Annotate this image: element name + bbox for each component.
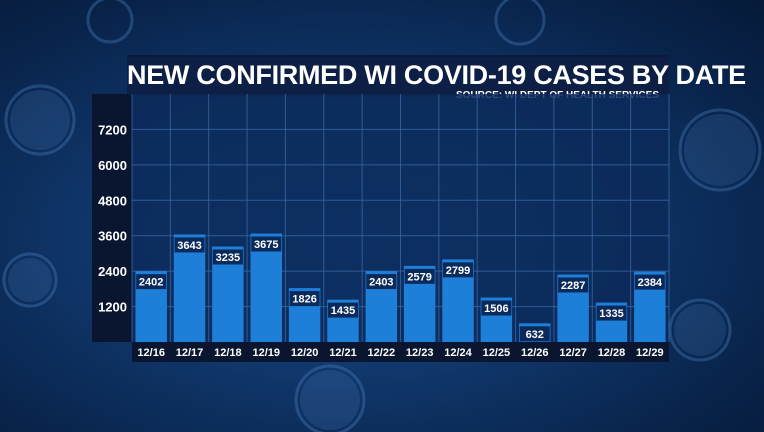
x-tick-label: 12/16 (137, 347, 165, 359)
grid-lines (131, 94, 670, 342)
x-tick-label: 12/28 (598, 347, 626, 359)
x-tick-label: 12/25 (483, 347, 511, 359)
data-label: 2402 (139, 277, 163, 289)
data-label: 1826 (292, 294, 316, 306)
y-tick-label: 3600 (98, 229, 127, 244)
x-tick-label: 12/20 (291, 347, 319, 359)
chart-title: NEW CONFIRMED WI COVID-19 CASES BY DATE (127, 60, 746, 90)
x-tick-label: 12/23 (406, 347, 434, 359)
data-label: 2287 (561, 280, 585, 292)
data-label-box (174, 237, 205, 253)
x-tick-label: 12/27 (559, 347, 587, 359)
y-tick-label: 4800 (98, 193, 127, 208)
data-label-box (519, 326, 550, 342)
data-label-box (596, 305, 627, 321)
x-tick-label: 12/18 (214, 347, 242, 359)
bars: 2402 3643 3235 3675 1826 1435 2403 2579 2799 1506… (135, 233, 666, 342)
data-label-box (136, 274, 167, 290)
data-label-box (251, 236, 282, 252)
data-label: 3643 (177, 240, 201, 252)
data-label: 2403 (369, 277, 393, 289)
y-tick-label: 7200 (98, 122, 127, 137)
x-axis-ticks: 12/16 12/17 12/18 12/19 12/20 12/21 12/22 12/23… (137, 347, 663, 359)
data-label: 1435 (331, 305, 355, 317)
data-label: 1335 (599, 308, 623, 320)
data-label: 1506 (484, 303, 508, 315)
data-label-box (212, 249, 243, 265)
x-tick-label: 12/29 (636, 347, 664, 359)
y-tick-label: 6000 (98, 158, 127, 173)
data-label-box (327, 302, 358, 318)
y-axis-panel (92, 94, 132, 342)
data-label: 3675 (254, 239, 278, 251)
x-tick-label: 12/17 (176, 347, 204, 359)
data-label-box (443, 262, 474, 278)
data-label-box (289, 291, 320, 307)
x-axis-panel (132, 342, 669, 362)
data-label: 632 (526, 329, 544, 341)
data-label: 3235 (216, 252, 240, 264)
data-label: 2384 (638, 277, 663, 289)
y-axis-ticks: 1200 2400 3600 4800 6000 7200 (98, 122, 127, 314)
x-tick-label: 12/26 (521, 347, 549, 359)
y-tick-label: 2400 (98, 264, 127, 279)
data-label-box (366, 274, 397, 290)
bar (250, 233, 282, 342)
x-tick-label: 12/24 (444, 347, 472, 359)
data-label-box (404, 268, 435, 284)
data-label-box (481, 300, 512, 316)
x-tick-label: 12/19 (252, 347, 280, 359)
data-label-box (634, 274, 665, 290)
y-tick-label: 1200 (98, 300, 127, 315)
data-label: 2579 (407, 271, 431, 283)
data-label-box (558, 277, 589, 293)
x-tick-label: 12/22 (368, 347, 396, 359)
x-tick-label: 12/21 (329, 347, 357, 359)
data-label: 2799 (446, 265, 470, 277)
